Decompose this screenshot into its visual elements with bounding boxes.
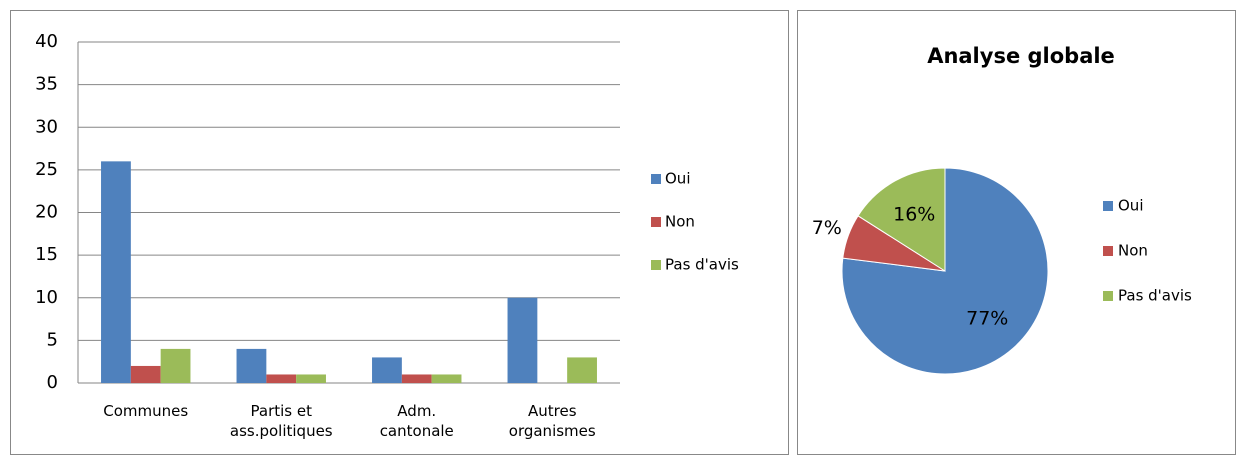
x-tick-label: Partis et ass.politiques — [229, 402, 333, 440]
bar — [266, 374, 297, 383]
bar — [372, 357, 402, 383]
legend-label: Non — [665, 213, 695, 231]
legend-label: Non — [1118, 242, 1148, 260]
x-tick-label: Autres organismes — [508, 402, 596, 440]
bar — [507, 297, 538, 383]
data-label: 16% — [893, 204, 935, 226]
bar — [296, 374, 326, 383]
y-tick-label: 35 — [35, 74, 58, 95]
y-tick-label: 20 — [35, 202, 58, 223]
legend-swatch — [651, 260, 661, 270]
bar — [130, 365, 161, 383]
bar — [401, 374, 432, 383]
x-tick-label: Adm. cantonale — [379, 402, 454, 440]
bar — [431, 374, 462, 383]
legend-label: Pas d'avis — [1118, 287, 1192, 305]
legend-swatch — [1103, 201, 1113, 211]
legend-swatch — [651, 174, 661, 184]
bar — [101, 161, 131, 383]
y-tick-label: 15 — [35, 244, 58, 265]
bar — [236, 348, 267, 383]
legend-label: Oui — [1118, 197, 1143, 215]
bar — [160, 348, 191, 383]
data-label: 77% — [966, 307, 1008, 329]
bar — [567, 357, 597, 383]
y-tick-label: 5 — [47, 329, 58, 350]
legend-swatch — [651, 217, 661, 227]
x-tick-label: Communes — [103, 402, 189, 420]
y-tick-label: 10 — [35, 287, 58, 308]
pie-slice — [857, 167, 946, 272]
legend-swatch — [1103, 246, 1113, 256]
chart-title: Analyse globale — [927, 44, 1115, 68]
y-tick-label: 25 — [35, 159, 58, 180]
y-tick-label: 0 — [47, 372, 58, 393]
y-tick-label: 40 — [35, 31, 58, 52]
y-tick-label: 30 — [35, 116, 58, 137]
legend-label: Oui — [665, 170, 690, 188]
legend-swatch — [1103, 291, 1113, 301]
legend-label: Pas d'avis — [665, 256, 739, 274]
data-label: 7% — [812, 217, 842, 239]
